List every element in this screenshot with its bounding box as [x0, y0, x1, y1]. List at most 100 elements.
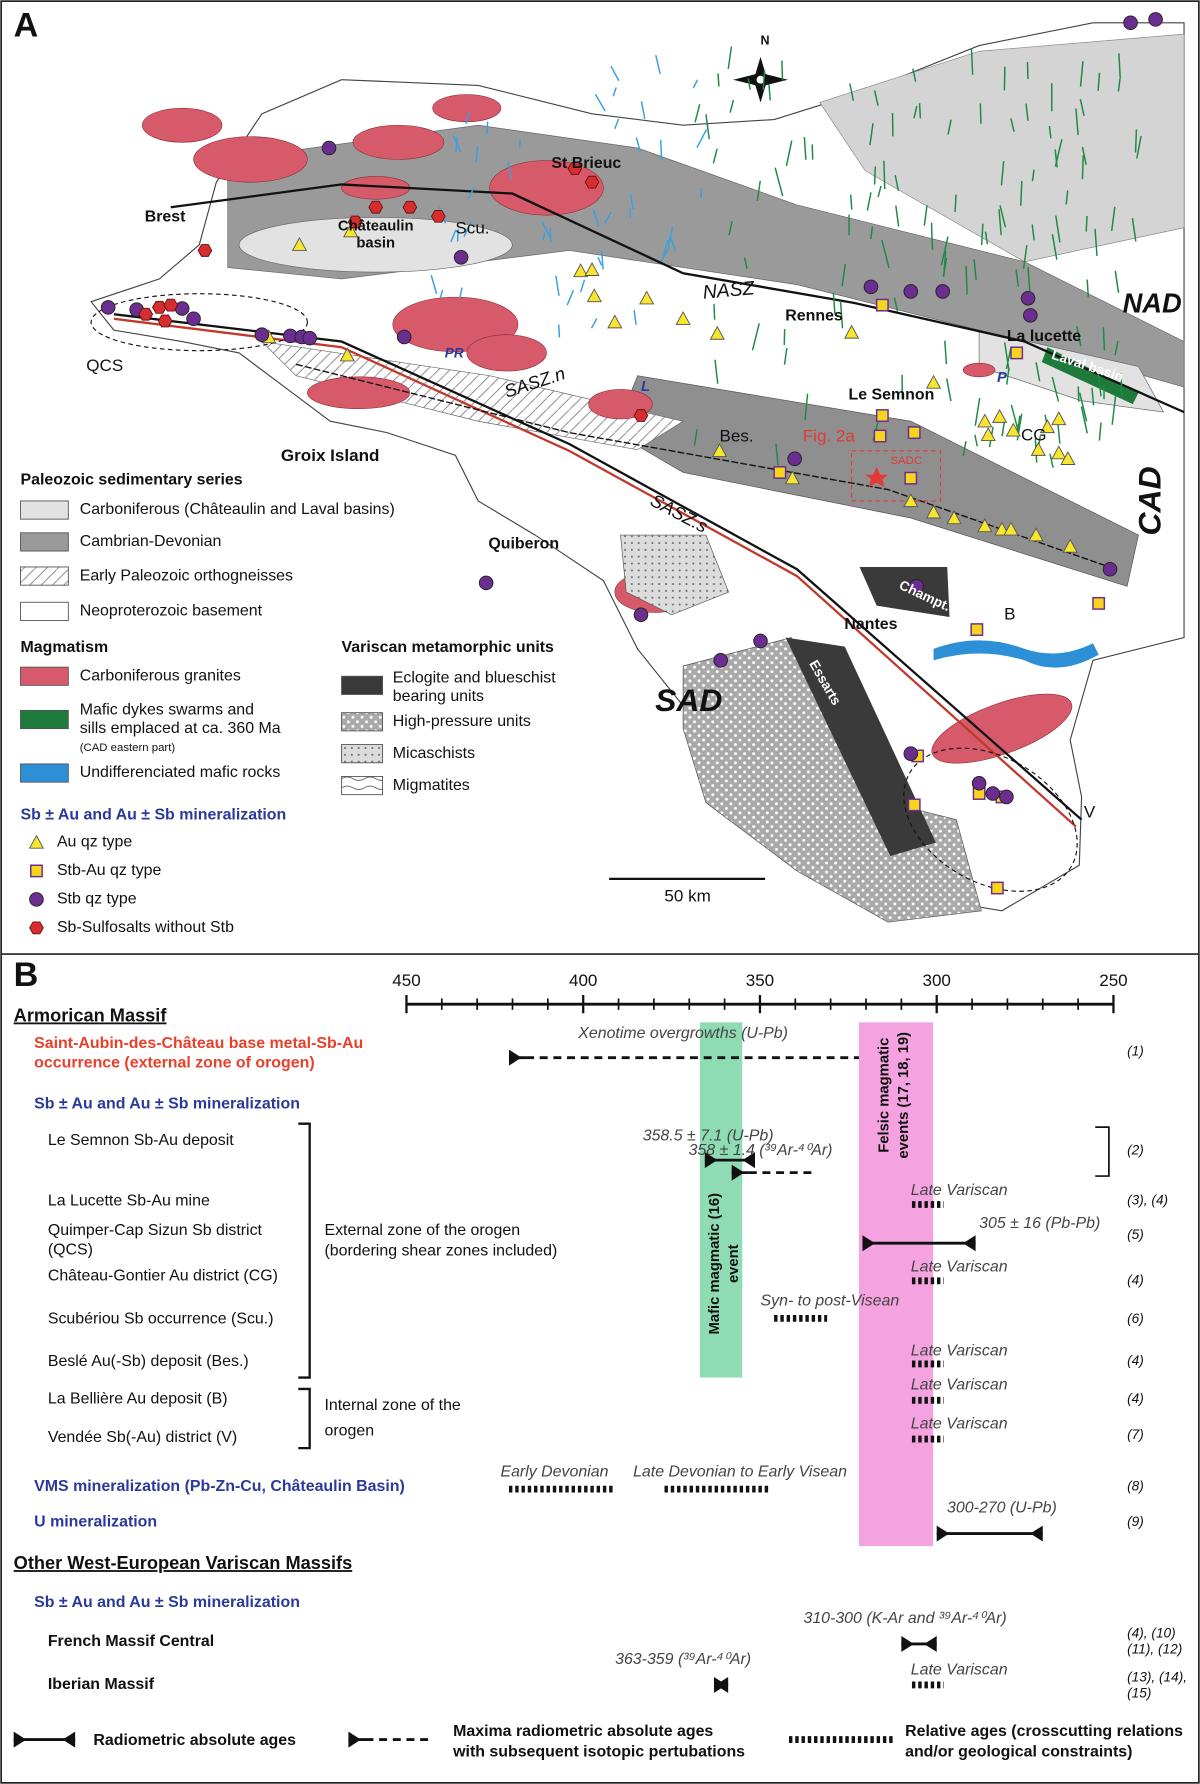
mafic-dyke	[947, 119, 952, 135]
mafic-dyke	[883, 160, 886, 190]
place-label: Châteaulin	[338, 218, 414, 234]
mafic-rock	[459, 287, 463, 299]
age-label: Late Variscan	[911, 1343, 1008, 1360]
mafic-dyke	[1114, 270, 1120, 293]
reference: (4)	[1127, 1391, 1144, 1406]
mafic-dyke	[1022, 245, 1028, 269]
carboniferous-area	[819, 33, 1185, 263]
mafic-rock	[655, 54, 661, 75]
mafic-dyke	[954, 194, 957, 213]
mafic-rock	[518, 139, 522, 148]
bar-end	[348, 1731, 361, 1748]
stb-qz-marker	[863, 279, 879, 295]
mafic-dyke	[974, 397, 981, 426]
mafic-rock	[465, 111, 471, 124]
place-label: B	[1004, 604, 1015, 623]
bracket	[1095, 1126, 1110, 1177]
row-label: Other West-European Variscan Massifs	[14, 1553, 353, 1573]
reference: (4)	[1127, 1272, 1144, 1287]
mafic-dyke	[756, 180, 761, 201]
mafic-rock	[475, 145, 479, 163]
au-qz-marker	[977, 518, 993, 533]
legend-label: sills emplaced at ca. 360 Ma	[80, 720, 281, 737]
place-label: Brest	[145, 209, 186, 226]
sb-sulfosalt-marker	[152, 301, 167, 314]
legend-swatch	[20, 601, 69, 621]
place-label: Le Semnon	[849, 386, 935, 403]
legend-label: Eclogite and blueschist	[393, 670, 556, 687]
mafic-dyke	[1020, 181, 1023, 206]
mafic-dyke	[713, 304, 716, 320]
mafic-dyke	[849, 194, 853, 210]
bar-end	[704, 1152, 718, 1169]
x-tick-label: 400	[569, 971, 597, 990]
mafic-dyke	[873, 166, 877, 185]
event-label: events (17, 18, 19)	[896, 1032, 912, 1159]
stb-qz-marker	[1148, 12, 1163, 27]
event-label: event	[726, 1244, 742, 1283]
age-label: Xenotime overgrowths (U-Pb)	[577, 1025, 788, 1042]
mafic-dyke	[946, 378, 952, 402]
stb-qz-marker	[633, 607, 649, 623]
place-label: SAD	[655, 682, 722, 718]
place-label: Nantes	[844, 616, 897, 633]
mafic-rock	[439, 289, 444, 299]
stb-qz-marker	[1102, 561, 1118, 577]
place-label: QCS	[86, 356, 123, 375]
fig-2a-box	[851, 450, 941, 502]
au-qz-marker	[586, 288, 602, 303]
au-qz-marker	[343, 223, 359, 238]
stb-au-qz-marker	[875, 298, 889, 312]
legend-label: Micaschists	[393, 745, 475, 762]
mafic-rock	[629, 193, 635, 210]
au-qz-marker	[573, 263, 589, 278]
reference: (5)	[1127, 1227, 1144, 1242]
mafic-dyke	[804, 393, 809, 420]
chateaulin-basin	[238, 217, 513, 273]
v-outline	[903, 747, 1078, 892]
row-label: Armorican Massif	[14, 1005, 168, 1025]
place-label: V	[1084, 802, 1096, 821]
row-label: Vendée Sb(-Au) district (V)	[48, 1429, 237, 1446]
mafic-dyke	[1134, 129, 1138, 153]
sb-sulfosalt-marker	[157, 314, 173, 328]
nasz-fault	[170, 183, 1185, 414]
mafic-rock	[592, 209, 600, 227]
row-label: La Bellière Au deposit (B)	[48, 1390, 228, 1407]
mafic-dyke	[1065, 190, 1069, 205]
legend-swatch	[20, 709, 69, 730]
place-label: NASZ	[702, 277, 756, 304]
bar-end	[936, 1525, 950, 1542]
mafic-rock	[549, 228, 552, 242]
mafic-dyke	[1054, 149, 1058, 168]
mafic-dyke	[712, 148, 718, 164]
mafic-dyke	[1085, 215, 1088, 232]
stb-au-qz-marker	[907, 798, 921, 812]
mafic-rock	[430, 275, 438, 294]
au-qz-marker	[1062, 538, 1078, 553]
mafic-dyke	[727, 46, 733, 70]
au-qz-marker	[1030, 441, 1046, 456]
sb-sulfosalt-marker	[402, 200, 418, 214]
stb-au-qz-marker	[1092, 596, 1106, 610]
sadc-star	[865, 466, 889, 488]
mafic-dyke	[1078, 392, 1088, 422]
place-label: Quiberon	[488, 535, 559, 552]
mafic-dyke	[1102, 327, 1106, 351]
bar-end	[742, 1152, 756, 1169]
mafic-dyke	[762, 70, 766, 91]
mafic-dyke	[803, 137, 807, 160]
mafic-dyke	[1051, 376, 1060, 402]
place-label: Bes.	[720, 427, 754, 446]
mafic-dyke	[747, 78, 751, 90]
mafic-rock	[640, 101, 646, 120]
place-label: CAD	[1132, 466, 1168, 535]
mafic-rock	[597, 256, 603, 266]
legend-label: High-pressure units	[393, 713, 531, 730]
stb-qz-marker	[787, 451, 802, 467]
mafic-dyke	[717, 73, 720, 87]
mafic-dyke	[979, 103, 982, 124]
mafic-rock	[456, 229, 459, 242]
legend-label: Cambrian-Devonian	[80, 533, 222, 550]
mafic-dyke	[1114, 340, 1119, 356]
